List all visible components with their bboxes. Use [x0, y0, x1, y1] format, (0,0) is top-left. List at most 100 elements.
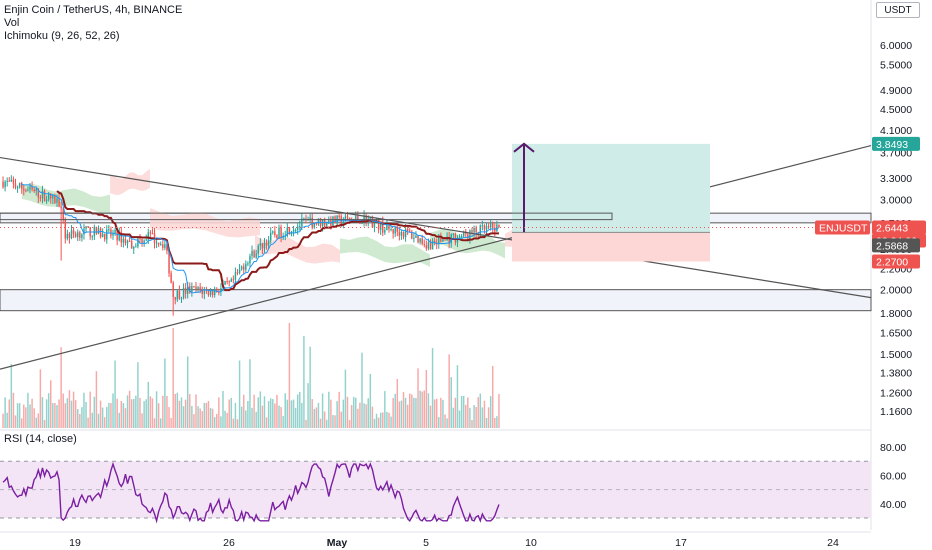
volume-bar — [14, 415, 17, 428]
candle-body — [20, 182, 23, 189]
volume-bar — [62, 393, 64, 428]
volume-bar — [226, 412, 228, 428]
candle-body — [469, 230, 471, 239]
candle-body — [83, 228, 85, 235]
volume-bar — [122, 403, 125, 428]
volume-bar — [396, 378, 399, 428]
volume-bar — [197, 406, 199, 428]
rsi-axis[interactable]: 80.00 60.00 40.00 — [880, 442, 906, 511]
price-tick-label: 1.3800 — [880, 367, 912, 379]
position-profit-zone — [512, 143, 710, 233]
volume-bar — [375, 413, 378, 428]
volume-bar — [465, 404, 467, 428]
volume-bar — [338, 391, 340, 428]
candle-body — [409, 230, 411, 232]
candle-body — [357, 216, 359, 221]
volume-bar — [209, 408, 212, 428]
chart-panes — [0, 0, 872, 533]
volume-bar — [413, 397, 415, 428]
volume-indicator-label[interactable]: Vol — [4, 17, 20, 29]
volume-bar — [448, 354, 450, 428]
volume-bar — [487, 407, 490, 428]
candle-body — [272, 231, 274, 233]
volume-bar — [58, 399, 60, 428]
candle-body — [6, 180, 8, 182]
volume-bar — [278, 405, 280, 428]
volume-bar — [288, 323, 291, 428]
volume-bar — [91, 412, 93, 428]
candle-body — [251, 250, 253, 257]
volume-bar — [323, 411, 326, 428]
rsi-tick-label: 40.00 — [880, 499, 906, 511]
volume-bar — [218, 397, 220, 428]
candle-body — [315, 223, 318, 225]
rsi-indicator-label[interactable]: RSI (14, close) — [4, 433, 77, 445]
candle-body — [261, 243, 264, 249]
candle-body — [37, 188, 40, 198]
volume-bar — [43, 419, 46, 428]
volume-bar — [352, 396, 355, 428]
candle-body — [14, 183, 17, 188]
volume-bar — [269, 398, 272, 428]
volume-bar — [29, 404, 31, 428]
volume-bar — [160, 418, 162, 428]
volume-bar — [8, 399, 10, 428]
currency-button-label: USDT — [884, 4, 912, 16]
volume-bar — [103, 417, 106, 428]
candle-body — [199, 287, 201, 291]
volume-bar — [50, 380, 52, 428]
currency-button[interactable]: USDT — [876, 2, 920, 18]
candle-body — [72, 230, 75, 234]
volume-bar — [153, 418, 156, 428]
candle-body — [433, 240, 436, 243]
candle-body — [31, 186, 33, 190]
candle-body — [448, 236, 450, 244]
ichimoku-cloud-segment — [255, 235, 340, 264]
volume-bar — [417, 368, 419, 428]
volume-bar — [33, 408, 35, 428]
candle-body — [180, 297, 183, 299]
volume-bar — [72, 391, 75, 428]
ichimoku-indicator-label[interactable]: Ichimoku (9, 26, 52, 26) — [4, 30, 120, 42]
volume-bar — [101, 407, 104, 428]
volume-bar — [25, 407, 27, 428]
candle-body — [402, 231, 405, 237]
entry-price-label-bg — [872, 238, 920, 253]
candle-body — [62, 208, 64, 220]
volume-bar — [89, 391, 91, 428]
volume-bar — [64, 403, 67, 428]
volume-bar — [435, 398, 438, 428]
volume-bar — [429, 405, 432, 428]
candle-body — [54, 194, 56, 203]
volume-bar — [257, 397, 259, 428]
last-price-label: 2.6443 — [876, 222, 908, 234]
candle-body — [81, 234, 83, 238]
kijun-line — [56, 190, 499, 292]
volume-bar — [442, 400, 444, 428]
volume-bar — [398, 401, 401, 428]
time-tick-label: 10 — [525, 537, 537, 549]
volume-bar — [99, 400, 102, 428]
candle-body — [39, 197, 42, 199]
volume-bar — [402, 391, 405, 428]
time-axis[interactable]: 19 26 May 5 10 17 24 — [69, 537, 839, 549]
volume-bar — [203, 402, 206, 428]
candle-body — [421, 238, 423, 244]
candle-body — [299, 226, 301, 228]
price-tick-label: 4.1000 — [880, 125, 912, 137]
ichimoku-cloud-segment — [110, 168, 150, 196]
volume-bar — [172, 328, 174, 428]
volume-bar — [37, 413, 40, 428]
volume-bar — [207, 400, 210, 428]
volume-bar — [56, 405, 58, 428]
candle-body — [247, 263, 249, 265]
volume-bar — [299, 391, 301, 428]
volume-bar — [450, 377, 452, 428]
time-tick-label: 17 — [675, 537, 687, 549]
candle-body — [301, 218, 303, 227]
volume-bar — [195, 394, 197, 428]
volume-bar — [124, 408, 127, 428]
candle-body — [74, 233, 77, 237]
candle-body — [363, 215, 365, 223]
